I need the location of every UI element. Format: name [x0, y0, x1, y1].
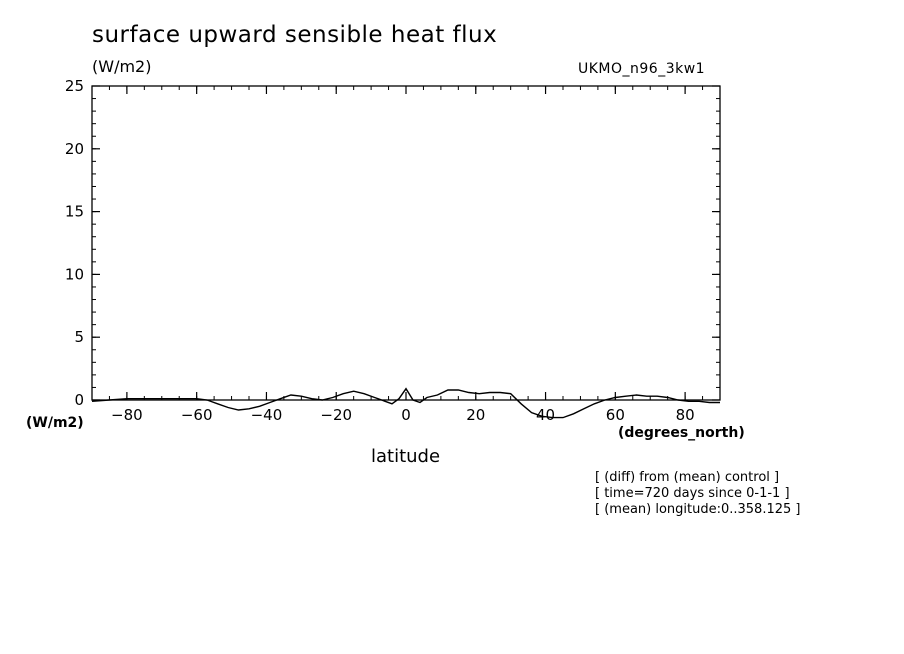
- y-tick-label: 15: [65, 203, 84, 221]
- x-axis-units-label: (degrees_north): [618, 425, 745, 441]
- minor-ticks: [91, 85, 721, 401]
- x-tick-label: −20: [320, 406, 352, 424]
- series-line: [91, 387, 720, 419]
- major-ticks: [92, 85, 720, 401]
- chart-title: surface upward sensible heat flux: [92, 22, 498, 48]
- y-tick-label: 20: [65, 140, 84, 158]
- y-tick-label: 5: [74, 328, 84, 346]
- x-tick-label: 60: [606, 406, 625, 424]
- x-tick-label: 80: [676, 406, 695, 424]
- x-tick-label: −80: [111, 406, 143, 424]
- x-tick-label: −60: [181, 406, 213, 424]
- model-label: UKMO_n96_3kw1: [578, 61, 706, 77]
- annotation-note: [ time=720 days since 0-1-1 ]: [595, 486, 790, 501]
- y-tick-label: 0: [74, 391, 84, 409]
- plot-frame: [91, 85, 721, 401]
- y-tick-label: 10: [65, 265, 84, 283]
- annotation-note: [ (diff) from (mean) control ]: [595, 470, 780, 485]
- x-tick-label: 40: [536, 406, 555, 424]
- y-axis-units-label: (W/m2): [26, 415, 84, 431]
- tick-labels: −80 −60 −40 −20 0 20 40 60 80 0 5 10 15 20 25: [65, 77, 695, 424]
- annotation-note: [ (mean) longitude:0..358.125 ]: [595, 502, 801, 517]
- y-units-label: (W/m2): [92, 57, 152, 76]
- y-tick-label: 25: [65, 77, 84, 95]
- x-tick-label: 0: [401, 406, 411, 424]
- x-tick-label: 20: [466, 406, 485, 424]
- x-tick-label: −40: [251, 406, 283, 424]
- x-axis-title: latitude: [371, 446, 441, 467]
